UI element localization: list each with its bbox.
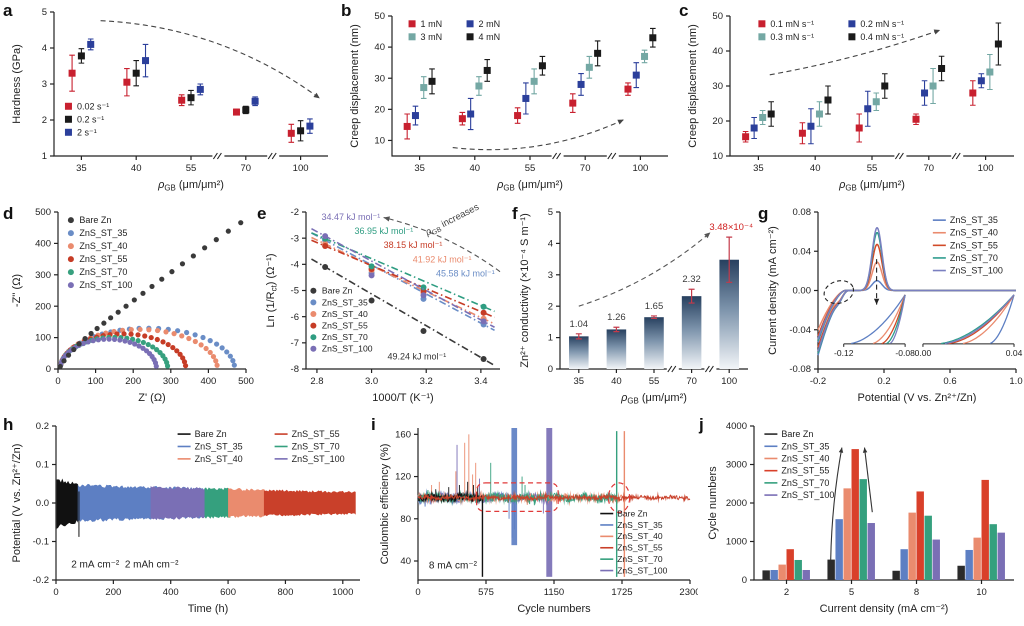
panel-h-chart — [8, 418, 370, 624]
panel-j-chart — [704, 418, 1024, 624]
panel-g-label: g — [758, 205, 768, 222]
panel-i-label: i — [371, 415, 376, 434]
panel-i-chart — [376, 418, 698, 624]
panel-f-chart — [516, 200, 758, 415]
panel-f-label: f — [512, 204, 518, 223]
panel-c-label: c — [679, 2, 688, 19]
panel-d-chart — [8, 200, 256, 415]
panel-e-chart — [262, 200, 508, 415]
panel-e-label: e — [257, 205, 266, 222]
panel-a-label: a — [3, 2, 12, 19]
panel-g-chart — [764, 200, 1024, 415]
panel-b-chart — [346, 2, 678, 198]
panel-c-chart — [684, 2, 1024, 198]
panel-a-chart — [8, 2, 338, 198]
panel-j-label: j — [699, 415, 704, 434]
